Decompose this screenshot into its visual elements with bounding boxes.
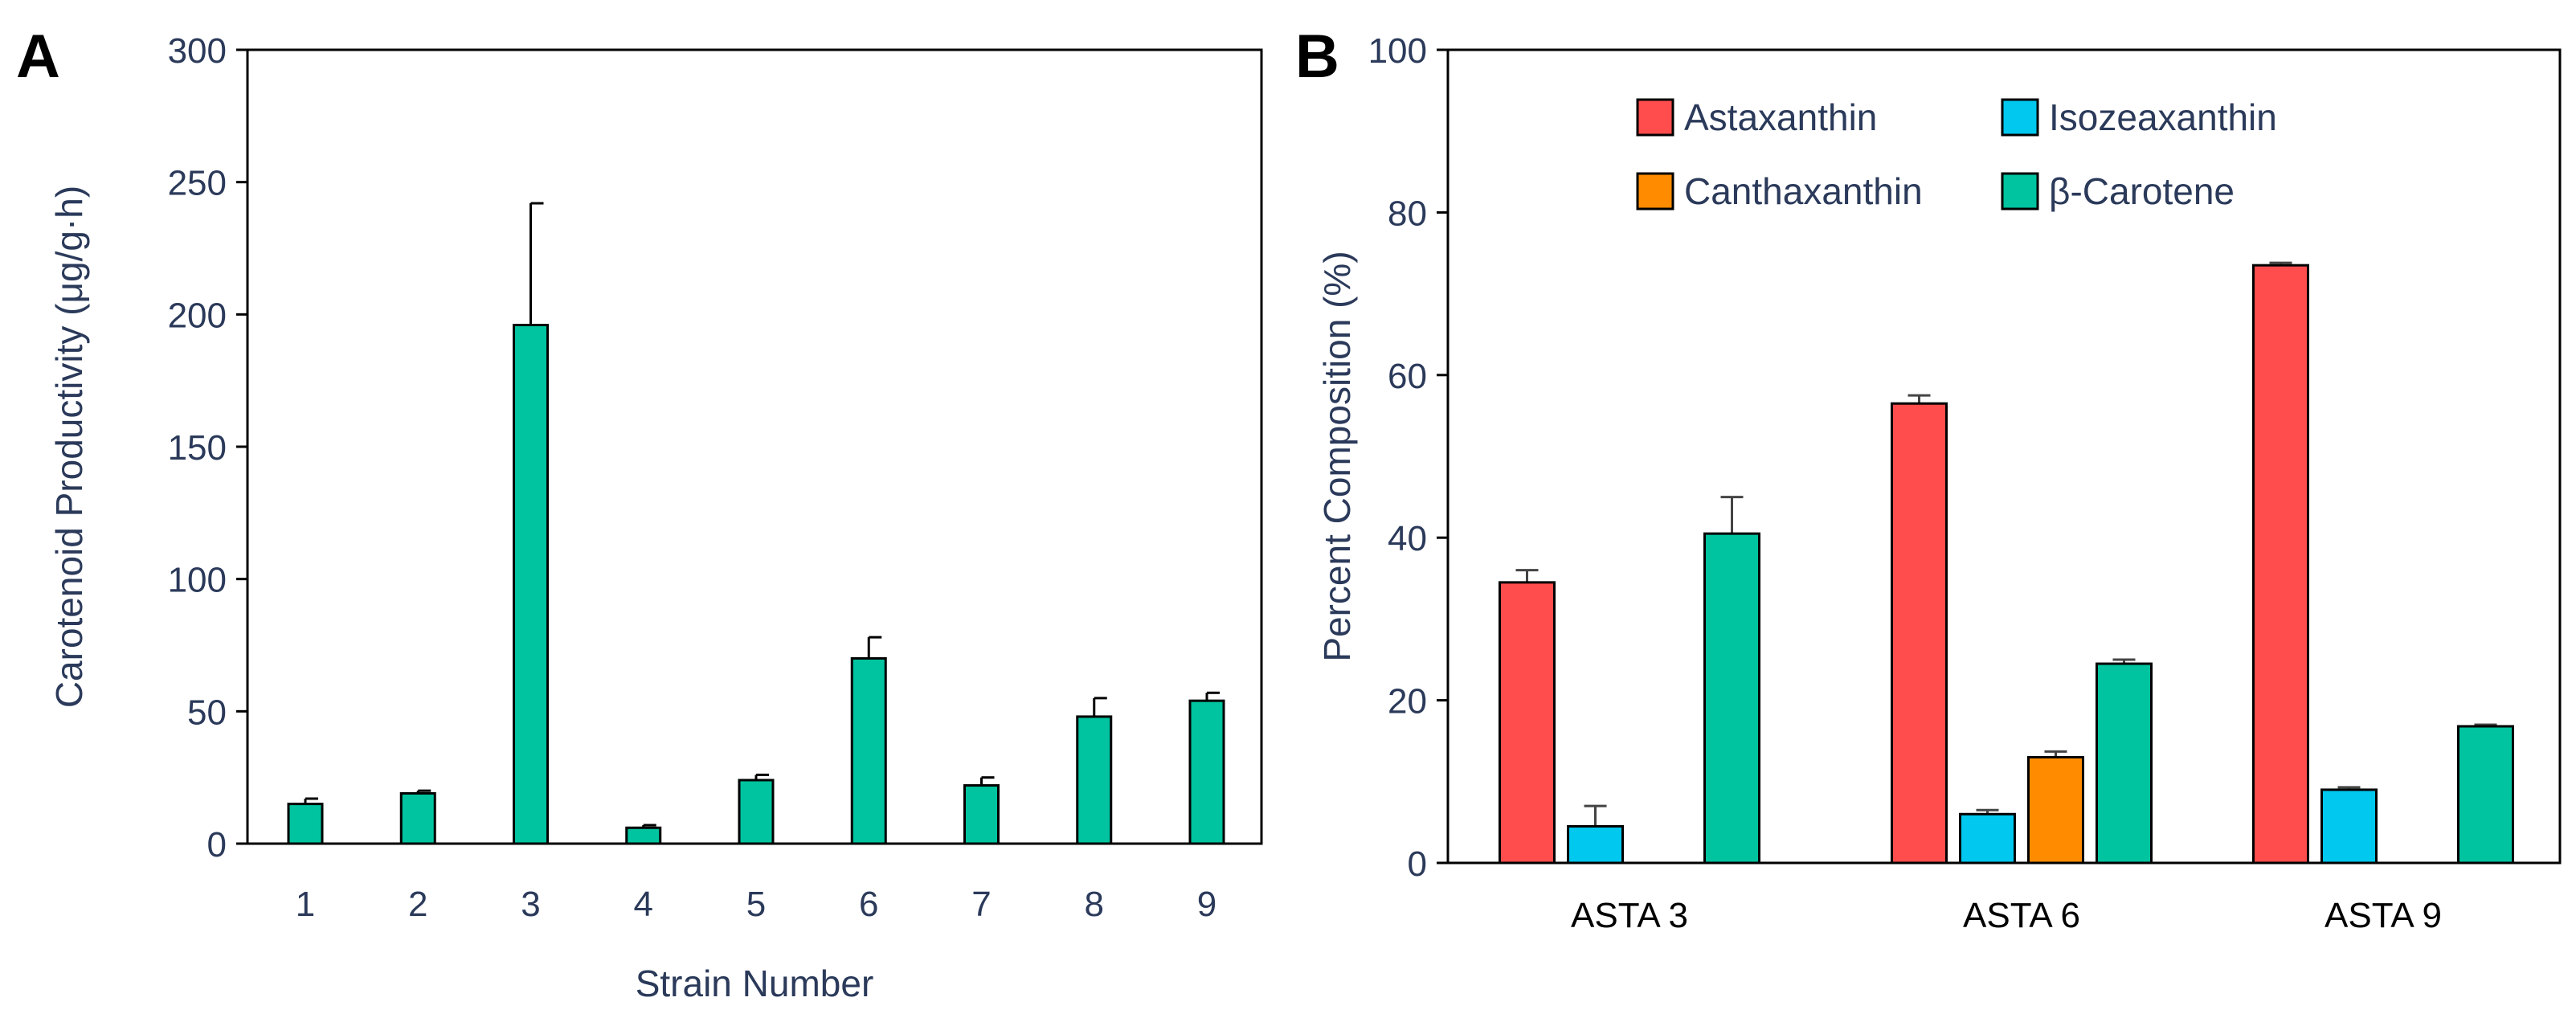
panel-a-x-axis-label: Strain Number [636, 963, 874, 1004]
panel-a-x-tick-label: 5 [746, 885, 766, 924]
panel-a-bar-7 [963, 784, 1000, 845]
panel-a-label: A [16, 22, 60, 91]
panel-a-bar-3 [513, 324, 549, 845]
panel-b-bar-asta-9-1 [2320, 788, 2378, 865]
panel-a-x-tick-label: 9 [1197, 885, 1216, 924]
panel-a-y-tick-label: 200 [168, 296, 227, 335]
panel-a-y-tick-label: 50 [187, 693, 227, 732]
legend-label: Astaxanthin [1684, 96, 1877, 138]
panel-a-bar-1 [287, 803, 324, 845]
panel-a-x-ticks: 1 2 3 4 5 6 7 8 9 [296, 885, 1216, 924]
panel-a-bar-2 [399, 791, 436, 845]
panel-b-bar-asta-9-0 [2252, 264, 2309, 865]
panel-a-bar-9 [1188, 699, 1225, 845]
panel-a-plot-frame [246, 48, 1263, 845]
legend-swatch [1636, 98, 1674, 137]
panel-b-x-tick-label: ASTA 6 [1963, 896, 2080, 935]
panel-b-y-tick-label: 20 [1388, 682, 1427, 722]
panel-a-y-tick-label: 300 [168, 31, 227, 71]
panel-a-y-tick-label: 0 [207, 825, 227, 865]
panel-b-y-tick-label: 60 [1388, 357, 1427, 396]
panel-b-y-ticks: 0 20 40 60 80 100 [1368, 31, 1448, 884]
panel-b: B 0 20 40 60 80 100 ASTA 3 ASTA 6 ASTA 9 Percen… [1295, 22, 2562, 935]
legend-swatch [2001, 172, 2039, 211]
panel-b-bar-asta-6-0 [1891, 402, 1948, 865]
panel-b-plot-frame [1446, 48, 2562, 865]
panel-b-y-tick-label: 40 [1388, 519, 1427, 558]
panel-a-x-tick-label: 8 [1085, 885, 1104, 924]
panel-b-bar-asta-3-3 [1703, 532, 1760, 865]
panel-a-bar-6 [850, 656, 887, 845]
panel-b-legend: Astaxanthin Isozeaxanthin Canthaxanthin β-C… [1636, 96, 2277, 212]
panel-a-bars [287, 202, 1225, 845]
panel-a-x-tick-label: 7 [971, 885, 991, 924]
panel-b-bar-asta-6-2 [2027, 755, 2084, 865]
panel-b-bar-asta-3-0 [1499, 581, 1556, 865]
panel-b-bar-asta-9-3 [2457, 725, 2514, 865]
panel-b-x-tick-label: ASTA 9 [2325, 896, 2442, 935]
legend-label: Isozeaxanthin [2049, 96, 2277, 138]
panel-a-x-tick-label: 1 [296, 885, 315, 924]
panel-a-y-tick-label: 100 [168, 561, 227, 600]
panel-a-bar-5 [738, 779, 775, 845]
legend-label: β-Carotene [2049, 170, 2235, 212]
panel-a-bar-8 [1076, 715, 1113, 845]
panel-b-bars [1499, 261, 2514, 865]
panel-b-y-tick-label: 100 [1368, 31, 1427, 71]
panel-b-bar-asta-3-1 [1567, 824, 1624, 865]
panel-a-x-tick-label: 6 [859, 885, 878, 924]
panel-a-y-tick-label: 150 [168, 428, 227, 468]
panel-a-x-tick-label: 3 [521, 885, 540, 924]
legend-swatch [1636, 172, 1674, 211]
panel-a-y-ticks: 0 50 100 150 200 250 300 [168, 31, 247, 865]
panel-b-y-axis-label: Percent Composition (%) [1316, 251, 1358, 661]
panel-b-bar-asta-6-1 [1959, 812, 2016, 865]
panel-a-y-axis-label: Carotenoid Productivity (μg/g·h) [48, 186, 90, 708]
legend-swatch [2001, 98, 2039, 137]
panel-b-label: B [1295, 22, 1339, 91]
panel-b-x-tick-label: ASTA 3 [1571, 896, 1688, 935]
panel-a: A 0 50 100 150 200 250 300 1 2 3 4 5 6 7 8 9 Carotenoi… [16, 22, 1263, 1004]
panel-b-bar-asta-6-3 [2096, 662, 2153, 865]
panel-b-y-tick-label: 0 [1408, 844, 1427, 884]
panel-a-y-tick-label: 250 [168, 164, 227, 203]
panel-a-x-tick-label: 4 [634, 885, 653, 924]
panel-b-y-tick-label: 80 [1388, 194, 1427, 233]
panel-a-bar-4 [625, 826, 662, 845]
legend-label: Canthaxanthin [1684, 170, 1923, 212]
panel-a-x-tick-label: 2 [408, 885, 427, 924]
panel-b-x-ticks: ASTA 3 ASTA 6 ASTA 9 [1571, 896, 2442, 935]
